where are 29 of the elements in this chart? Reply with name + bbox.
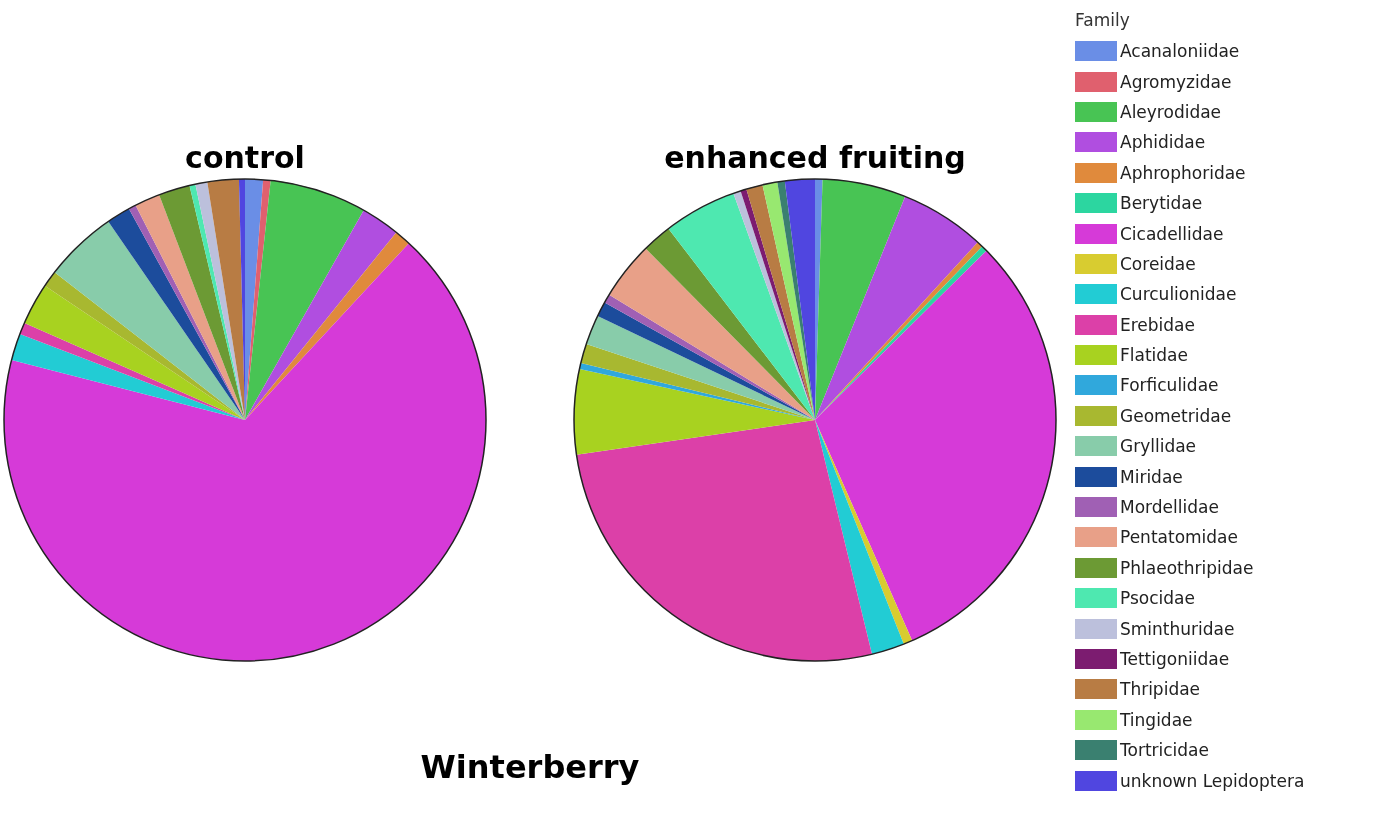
legend-label: Gryllidae	[1120, 436, 1197, 457]
legend-label: Phlaeothripidae	[1120, 557, 1254, 578]
legend-label: Pentatomidae	[1120, 527, 1238, 548]
legend-label: Erebidae	[1120, 314, 1195, 335]
legend-label: Psocidae	[1120, 588, 1195, 609]
legend-label: unknown Lepidoptera	[1120, 770, 1305, 791]
legend-label: Miridae	[1120, 466, 1183, 487]
legend-label: Cicadellidae	[1120, 223, 1224, 244]
legend-label: Aphididae	[1120, 132, 1206, 153]
legend-label: Tettigoniidae	[1120, 649, 1230, 669]
legend-label: Mordellidae	[1120, 497, 1219, 518]
legend-label: Aleyrodidae	[1120, 101, 1222, 122]
slice-label: enhanced fruiting	[664, 139, 966, 175]
legend-label: Curculionidae	[1120, 284, 1237, 305]
legend-label: Thripidae	[1120, 679, 1201, 700]
legend-label: Aphrophoridae	[1120, 162, 1246, 183]
text: Winterberry	[419, 748, 641, 786]
legend-label: Tingidae	[1120, 709, 1193, 730]
legend-label: Forficulidae	[1120, 375, 1219, 396]
legend-label: Sminthuridae	[1120, 618, 1235, 639]
legend-label: Flatidae	[1120, 345, 1188, 366]
legend-label: Berytidae	[1120, 193, 1203, 214]
legend-label: Acanaloniidae	[1120, 41, 1240, 62]
slice-label: control	[185, 139, 305, 175]
legend-label: Geometridae	[1120, 405, 1232, 426]
legend-title: Family	[1075, 10, 1131, 30]
legend-label: Tortricidae	[1120, 740, 1210, 761]
legend-label: Agromyzidae	[1120, 71, 1232, 92]
legend-label: Coreidae	[1120, 253, 1196, 274]
